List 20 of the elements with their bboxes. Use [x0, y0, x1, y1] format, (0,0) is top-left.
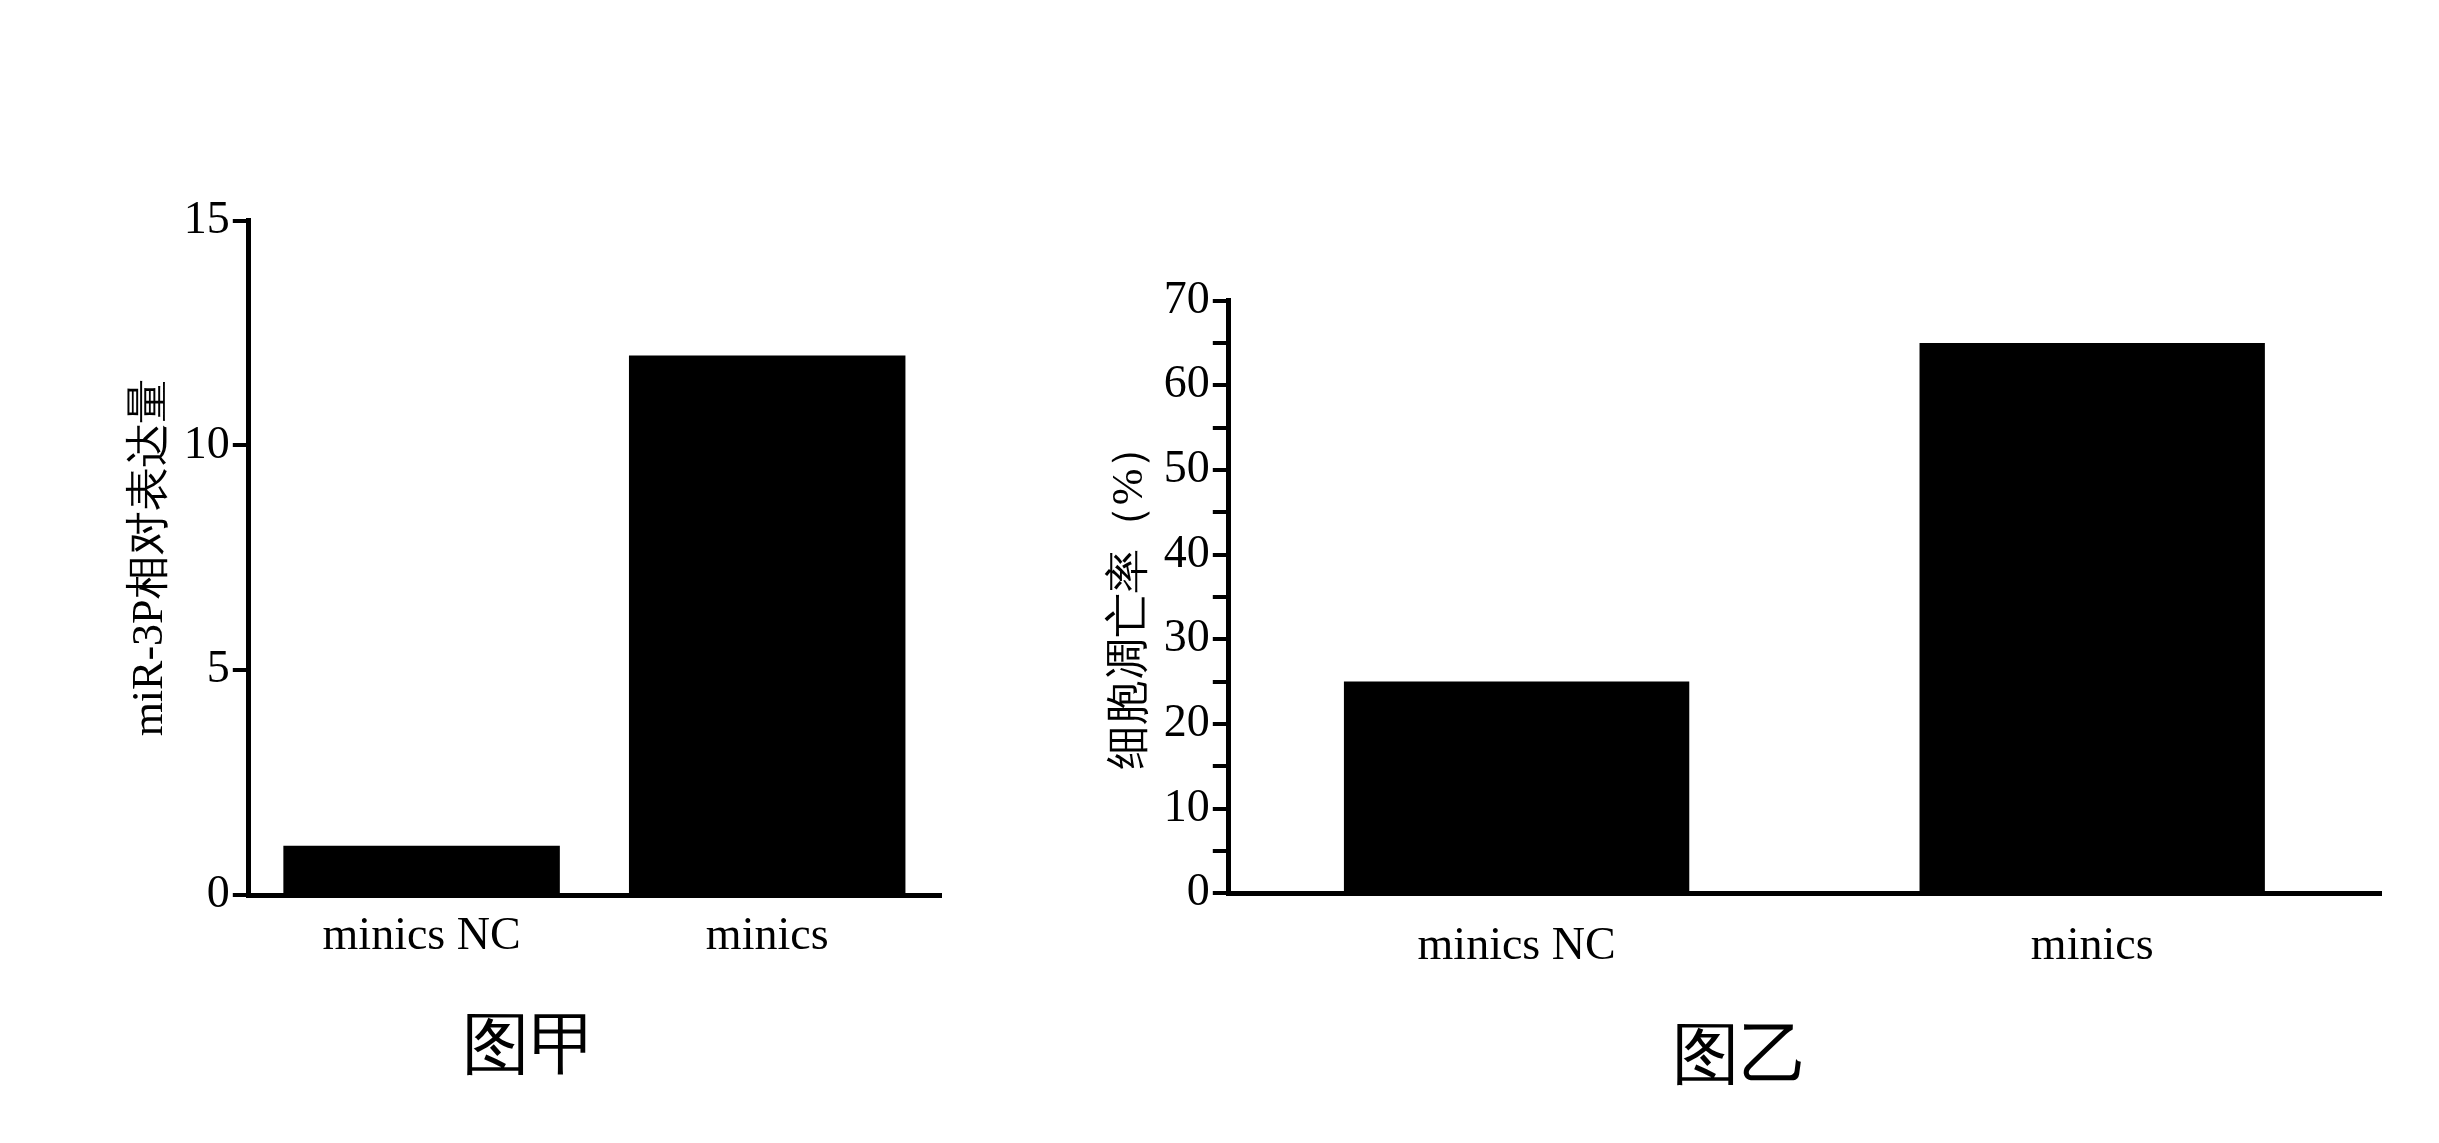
y-tick-label: 15 [183, 191, 230, 243]
y-axis-title: 细胞凋亡率（%） [1102, 424, 1152, 770]
text: 图甲 [462, 1006, 598, 1083]
y-tick-label: 10 [183, 416, 230, 468]
y-tick-label: 50 [1163, 440, 1210, 492]
y-tick-label: 5 [206, 641, 230, 693]
x-tick-label: minics NC [1417, 917, 1616, 969]
y-axis-title: miR-3P相对表达量 [122, 379, 172, 737]
x-tick-label: minics [2030, 917, 2154, 969]
x-tick-label: minics [705, 907, 829, 959]
y-tick-label: 0 [206, 866, 230, 918]
y-tick-label: 0 [1186, 864, 1210, 916]
y-tick-label: 60 [1163, 356, 1210, 408]
y-tick-label: 70 [1163, 271, 1210, 323]
y-tick-label: 30 [1163, 610, 1210, 662]
y-tick-label: 10 [1163, 779, 1210, 831]
x-tick-label: minics NC [322, 907, 521, 959]
text: 图乙 [1672, 1016, 1808, 1093]
y-tick-label: 40 [1163, 525, 1210, 577]
y-tick-label: 20 [1163, 694, 1210, 746]
